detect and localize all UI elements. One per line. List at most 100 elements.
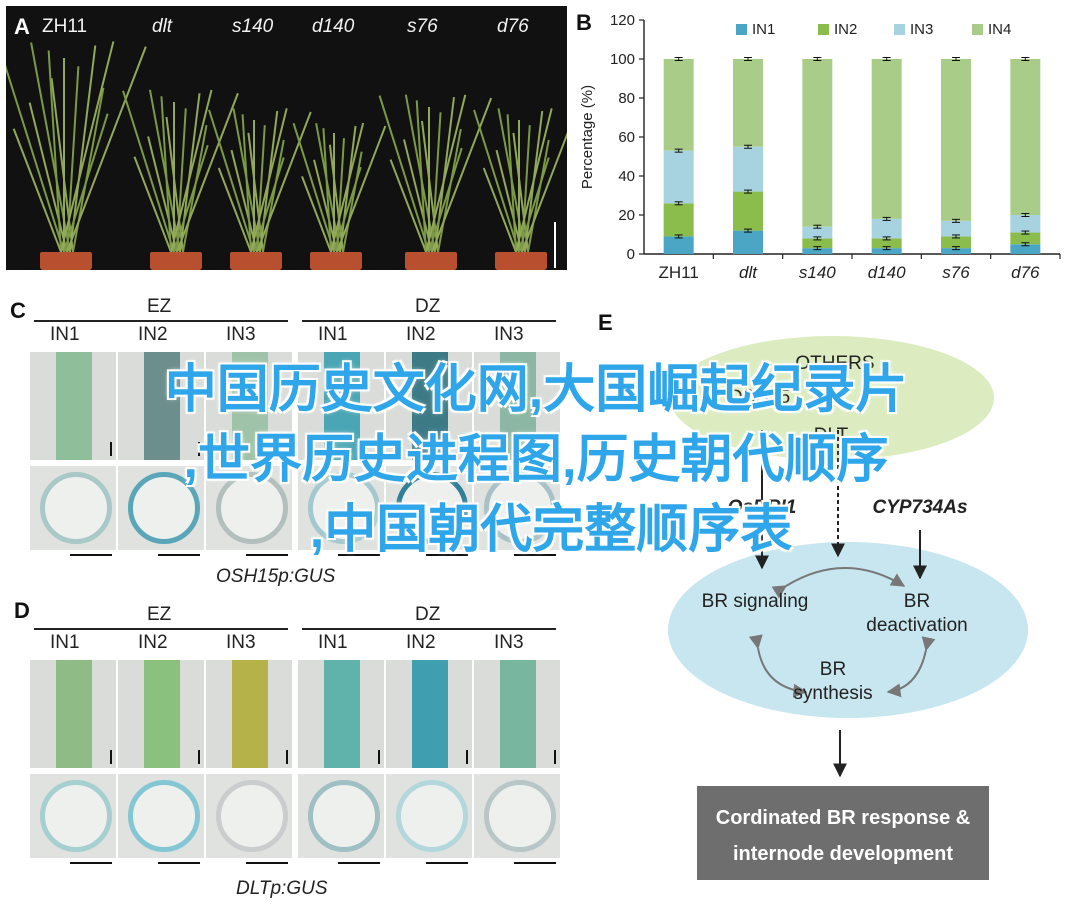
scale-bar <box>70 554 112 556</box>
scale-bar <box>158 862 200 864</box>
overlay-title-line1: 中国历史文化网,大国崛起纪录片 <box>164 361 908 419</box>
panel-label-c: C <box>10 298 26 323</box>
y-tick-label: 80 <box>618 90 635 107</box>
cross-section <box>298 466 384 550</box>
longitudinal-section <box>386 352 472 460</box>
overlay-title-line2: ,世界历史进程图,历史朝代顺序 <box>183 431 889 489</box>
stem-ring <box>484 472 556 544</box>
internode-label-IN3: IN3 <box>494 324 524 345</box>
stem-ring <box>128 472 200 544</box>
legend-swatch-IN4 <box>972 24 983 35</box>
scale-bar <box>158 554 200 556</box>
longitudinal-section <box>30 352 116 460</box>
arrow-deact-synth <box>886 636 936 698</box>
x-tick-label-dlt: dlt <box>739 263 758 282</box>
bar-IN4-d76 <box>1010 59 1041 215</box>
scale-bar <box>110 442 112 456</box>
longitudinal-section <box>118 352 204 460</box>
bar-IN1-ZH11 <box>663 236 694 254</box>
longitudinal-section <box>118 660 204 768</box>
legend-swatch-IN2 <box>818 24 829 35</box>
plant-leaf <box>253 120 255 252</box>
plant-label-d140: d140 <box>312 16 355 37</box>
stem-ring <box>40 472 112 544</box>
y-tick-label: 20 <box>618 207 635 224</box>
bar-IN2-s76 <box>941 236 971 249</box>
bar-IN1-d76 <box>1010 244 1041 254</box>
plant-label-dlt: dlt <box>152 16 173 37</box>
y-tick-label: 0 <box>627 246 635 263</box>
arrow-signal-synth <box>748 634 808 698</box>
stem-ring <box>308 472 380 544</box>
scale-bar <box>514 862 556 864</box>
internode-label-IN2: IN2 <box>406 632 436 653</box>
cross-section <box>30 466 116 550</box>
bar-IN3-s76 <box>941 220 971 237</box>
plant-label-s140: s140 <box>232 16 274 37</box>
scale-bar <box>338 862 380 864</box>
internode-label-IN3: IN3 <box>226 632 256 653</box>
dlt-label: DLT <box>813 425 849 446</box>
longitudinal-section <box>206 660 292 768</box>
internode-label-IN1: IN1 <box>50 324 80 345</box>
scale-bar <box>198 750 200 764</box>
longitudinal-section <box>298 660 384 768</box>
plant-leaf <box>173 102 175 252</box>
longitudinal-section <box>474 660 560 768</box>
bar-IN4-dlt <box>733 59 763 147</box>
osh15-label: OSH15 <box>727 387 791 408</box>
legend-swatch-IN1 <box>736 24 747 35</box>
stem-ring <box>396 780 468 852</box>
y-axis-label: Percentage (%) <box>579 85 596 189</box>
bar-IN2-d140 <box>871 238 902 249</box>
longitudinal-section <box>386 660 472 768</box>
plant-leaf <box>333 133 335 252</box>
stained-tissue-strip <box>500 352 536 460</box>
bar-IN2-dlt <box>733 191 763 231</box>
longitudinal-section <box>298 352 384 460</box>
plant-pot <box>150 252 202 270</box>
scale-bar <box>246 554 288 556</box>
overlay-title-line3: ,中国朝代完整顺序表 <box>309 501 793 559</box>
legend-label-IN1: IN1 <box>752 21 775 38</box>
group-label-DZ: DZ <box>415 296 441 317</box>
internode-label-IN1: IN1 <box>318 632 348 653</box>
y-tick-label: 40 <box>618 168 635 185</box>
response-label: Cordinated BR response & internode devel… <box>715 807 971 865</box>
bar-IN1-dlt <box>733 230 763 254</box>
others-label: OTHERS <box>795 353 875 374</box>
cross-section <box>206 774 292 858</box>
bar-IN2-d76 <box>1010 232 1041 245</box>
cross-section <box>30 774 116 858</box>
scale-bar <box>286 442 288 456</box>
stained-tissue-strip <box>144 352 180 460</box>
plant-pot <box>40 252 92 270</box>
stained-tissue-strip <box>412 660 448 768</box>
stained-tissue-strip <box>500 660 536 768</box>
x-tick-label-s76: s76 <box>942 263 970 282</box>
cross-section <box>206 466 292 550</box>
scale-bar <box>554 222 556 268</box>
bar-IN3-d76 <box>1010 215 1041 233</box>
legend-label-IN3: IN3 <box>910 21 933 38</box>
y-tick-label: 60 <box>618 129 635 146</box>
cross-section <box>118 774 204 858</box>
bar-IN2-ZH11 <box>663 203 694 237</box>
stem-ring <box>40 780 112 852</box>
stem-ring <box>396 472 468 544</box>
stained-tissue-strip <box>232 352 268 460</box>
stained-tissue-strip <box>232 660 268 768</box>
stem-ring <box>484 780 556 852</box>
internode-label-IN1: IN1 <box>318 324 348 345</box>
group-bracket <box>34 628 288 630</box>
arrow-signal-deact <box>771 567 906 599</box>
scale-bar <box>110 750 112 764</box>
x-tick-label-d76: d76 <box>1011 263 1040 282</box>
internode-label-IN2: IN2 <box>138 324 168 345</box>
bar-IN3-s140 <box>802 226 833 239</box>
cross-section <box>474 774 560 858</box>
longitudinal-section <box>30 660 116 768</box>
br-deactivation-label: BR deactivation <box>866 591 968 636</box>
longitudinal-section <box>206 352 292 460</box>
cross-section <box>386 774 472 858</box>
